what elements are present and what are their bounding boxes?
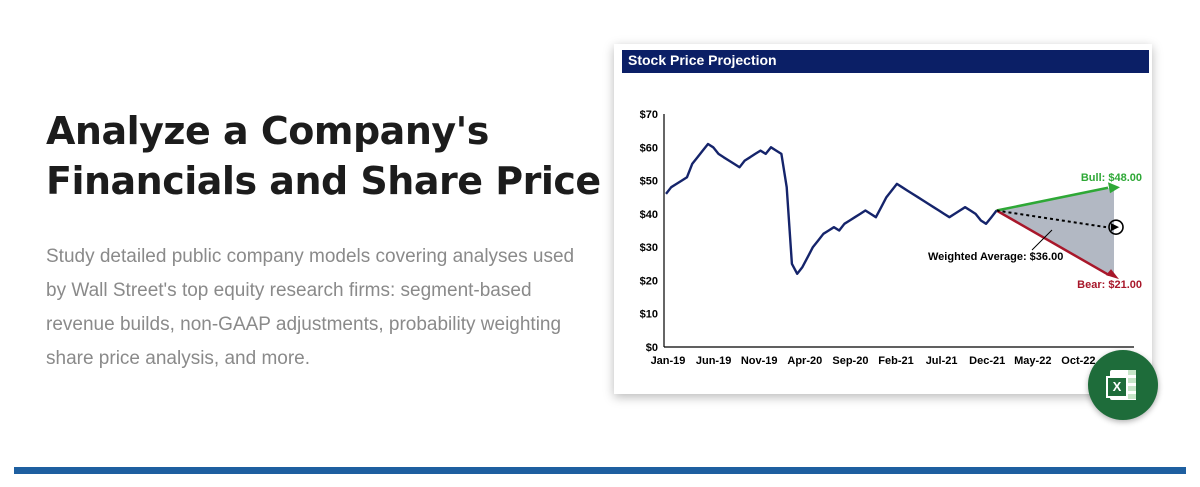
y-tick-label: $60 — [640, 142, 658, 154]
weighted-average-target — [1108, 219, 1124, 235]
x-tick-label: Jan-19 — [651, 355, 686, 367]
y-tick-label: $50 — [640, 176, 658, 188]
chart-title-bar: Stock Price Projection — [622, 50, 1149, 73]
bear-label: Bear: $21.00 — [1077, 279, 1142, 291]
y-tick-label: $40 — [640, 209, 658, 221]
y-axis-ticks: $0 $10 $20 $30 $40 $50 $60 $70 — [640, 109, 658, 354]
y-tick-label: $0 — [646, 342, 658, 354]
projection-cone — [996, 187, 1114, 278]
weighted-average-arrow — [996, 209, 1107, 229]
price-series-line — [665, 142, 998, 275]
excel-badge[interactable]: X — [1088, 350, 1158, 420]
x-tick-label: Dec-21 — [969, 355, 1005, 367]
x-tick-label: Sep-20 — [832, 355, 868, 367]
headline-line-1: Analyze a Company's — [46, 109, 489, 153]
bull-arrow — [996, 186, 1109, 212]
y-tick-label: $70 — [640, 109, 658, 121]
chart-card: Stock Price Projection $0 $10 $20 $30 $40 $50… — [614, 44, 1152, 394]
bear-arrow-head — [1106, 269, 1119, 280]
x-tick-label: May-22 — [1014, 355, 1051, 367]
stock-price-chart: $0 $10 $20 $30 $40 $50 $60 $70 Jan-19 Jun-19 Nov-… — [640, 109, 1142, 367]
bull-arrow-head — [1108, 182, 1120, 194]
headline-line-2: Financials and Share Price — [46, 159, 601, 203]
x-tick-label: Feb-21 — [878, 355, 913, 367]
x-tick-label: Jun-19 — [696, 355, 731, 367]
bottom-divider — [14, 467, 1186, 474]
weighted-average-label: Weighted Average: $36.00 — [928, 251, 1063, 263]
y-tick-label: $30 — [640, 242, 658, 254]
headline: Analyze a Company's Financials and Share… — [46, 106, 606, 206]
description: Study detailed public company models cov… — [46, 246, 575, 369]
bear-arrow — [995, 209, 1110, 277]
chart-title: Stock Price Projection — [628, 52, 777, 68]
weighted-average-arrow-head — [1111, 223, 1119, 232]
y-tick-label: $20 — [640, 275, 658, 287]
excel-icon: X — [1106, 376, 1128, 398]
x-tick-label: Apr-20 — [787, 355, 822, 367]
x-axis-ticks: Jan-19 Jun-19 Nov-19 Apr-20 Sep-20 Feb-21 Jul-… — [651, 355, 1096, 367]
x-tick-label: Nov-19 — [741, 355, 778, 367]
y-tick-label: $10 — [640, 309, 658, 321]
weighted-average-pointer — [1031, 229, 1053, 251]
x-tick-label: Jul-21 — [926, 355, 958, 367]
bull-label: Bull: $48.00 — [1081, 172, 1142, 184]
x-tick-label: Oct-22 — [1061, 355, 1095, 367]
